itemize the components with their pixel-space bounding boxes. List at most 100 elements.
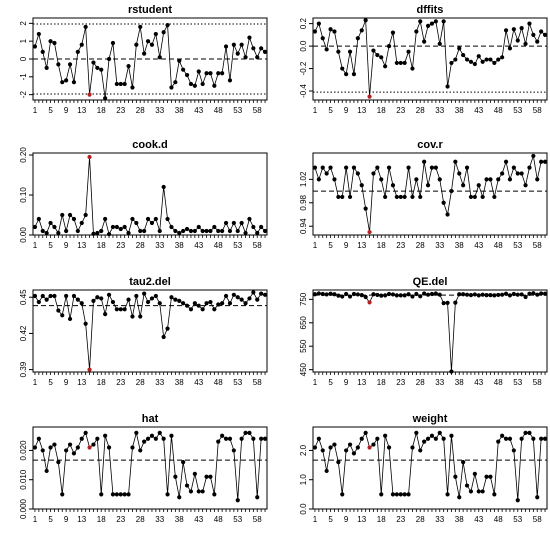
- data-point: [161, 30, 166, 35]
- data-point: [165, 216, 170, 222]
- data-point: [208, 474, 213, 479]
- data-point: [44, 230, 49, 236]
- data-point: [445, 212, 450, 217]
- data-point: [227, 228, 233, 234]
- plot-frame: [32, 426, 268, 510]
- data-point: [130, 445, 135, 450]
- y-tick-label: 650: [299, 316, 308, 330]
- data-point: [531, 153, 536, 159]
- x-tick-label: 9: [344, 515, 349, 524]
- data-point: [507, 436, 513, 441]
- y-tick-label: -1: [19, 73, 28, 81]
- x-tick-label: 28: [136, 106, 145, 115]
- x-tick-label: 18: [97, 515, 106, 524]
- data-point: [145, 216, 151, 222]
- data-point: [347, 194, 353, 200]
- data-point: [320, 291, 325, 297]
- data-point: [60, 80, 65, 85]
- data-point: [196, 69, 201, 74]
- data-point: [519, 292, 524, 297]
- data-point: [453, 159, 458, 164]
- data-point: [177, 298, 182, 303]
- data-point: [332, 292, 337, 297]
- data-point: [216, 228, 221, 234]
- data-point: [79, 436, 84, 441]
- x-tick-label: 13: [77, 106, 86, 115]
- data-point: [383, 194, 388, 200]
- x-tick-label: 5: [328, 106, 333, 115]
- data-point: [449, 188, 454, 194]
- data-point: [231, 42, 236, 47]
- data-point: [56, 230, 61, 236]
- x-tick-label: 18: [97, 241, 106, 250]
- data-point: [523, 430, 528, 435]
- data-point: [134, 293, 139, 299]
- data-point: [208, 71, 213, 76]
- y-tick-label: 1.0: [299, 474, 308, 486]
- data-point: [433, 19, 438, 24]
- x-tick-label: 58: [533, 515, 542, 524]
- data-point: [503, 159, 509, 164]
- data-point: [437, 430, 442, 435]
- data-point: [375, 52, 380, 58]
- data-point: [262, 49, 268, 54]
- data-point: [437, 292, 442, 297]
- data-point: [130, 314, 135, 319]
- data-point: [332, 29, 337, 34]
- data-point: [48, 39, 53, 44]
- y-tick-label: 750: [299, 292, 308, 306]
- data-point: [235, 228, 240, 234]
- data-point: [122, 224, 127, 230]
- data-point: [153, 293, 158, 299]
- data-point: [379, 492, 384, 497]
- y-tick-label: 0.010: [19, 469, 28, 490]
- data-point: [216, 439, 221, 444]
- plot-frame: [312, 17, 548, 101]
- y-tick-label: 1.02: [299, 171, 308, 187]
- data-point: [402, 194, 407, 200]
- data-point: [114, 224, 119, 230]
- x-tick-label: 38: [455, 106, 464, 115]
- x-tick-label: 48: [214, 241, 223, 250]
- data-point: [503, 291, 509, 296]
- y-tick-label: -2: [19, 91, 28, 99]
- data-point: [91, 231, 96, 236]
- data-point: [126, 297, 131, 302]
- x-tick-label: 9: [344, 378, 349, 387]
- data-point: [375, 165, 380, 170]
- data-point: [461, 460, 466, 465]
- data-point: [344, 72, 349, 77]
- x-tick-label: 28: [416, 106, 425, 115]
- y-tick-label: 0.42: [19, 325, 28, 341]
- data-point: [531, 32, 536, 37]
- x-tick-label: 13: [77, 241, 86, 250]
- data-point: [184, 72, 190, 78]
- data-point: [355, 445, 360, 450]
- data-point: [181, 67, 186, 72]
- data-point: [142, 228, 147, 234]
- data-point: [359, 183, 364, 188]
- data-point: [91, 442, 96, 447]
- data-point: [134, 42, 139, 47]
- data-point: [161, 184, 166, 190]
- x-tick-label: 13: [357, 241, 366, 250]
- data-point: [523, 41, 528, 46]
- data-point: [134, 430, 139, 435]
- data-point: [110, 492, 116, 497]
- data-point: [243, 55, 248, 60]
- data-point: [60, 212, 65, 218]
- data-point: [527, 165, 532, 170]
- data-point: [383, 64, 388, 69]
- data-point: [418, 448, 423, 453]
- x-tick-label: 18: [377, 241, 386, 250]
- x-tick-label: 53: [233, 378, 242, 387]
- data-point: [122, 492, 127, 497]
- x-tick-label: 18: [377, 378, 386, 387]
- data-point: [542, 159, 548, 164]
- panel-cook-d: cook.d 0.00 0.10 0.20 1 5 9 13 18 23 28 33 38 43 48 53 5…: [19, 139, 268, 250]
- x-tick-label: 33: [155, 106, 164, 115]
- data-point: [488, 474, 493, 479]
- data-point: [103, 433, 108, 438]
- data-point: [351, 72, 357, 77]
- y-tick-label: 0.020: [19, 440, 28, 461]
